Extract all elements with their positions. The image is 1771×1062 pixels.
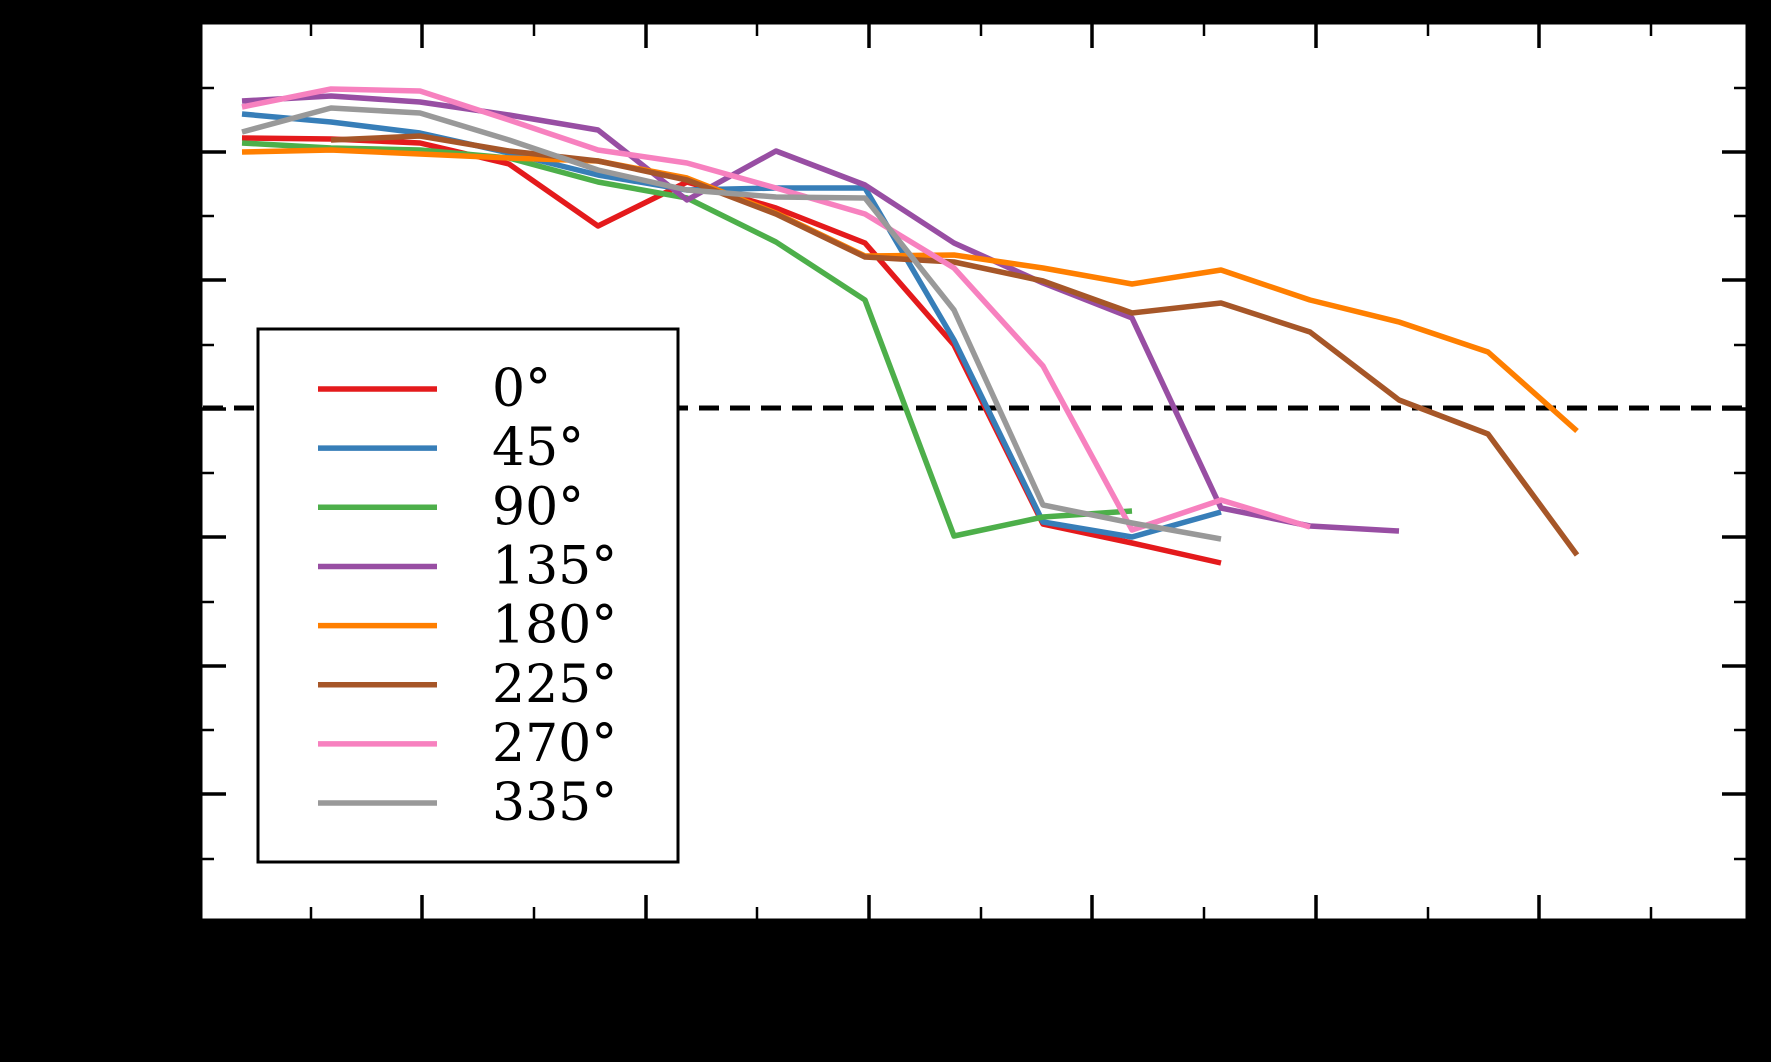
legend-label-335deg: 335° — [492, 773, 617, 833]
legend-label-270deg: 270° — [492, 714, 617, 774]
legend-label-90deg: 90° — [492, 477, 584, 537]
legend-box — [256, 327, 680, 864]
series-line-335deg — [241, 105, 1222, 542]
legend-label-45deg: 45° — [492, 418, 584, 478]
legend-label-0deg: 0° — [492, 359, 551, 419]
legend-label-135deg: 135° — [492, 536, 617, 596]
legend-label-225deg: 225° — [492, 655, 617, 715]
series-line-45deg — [241, 111, 1222, 540]
legend-label-180deg: 180° — [492, 596, 617, 656]
series-line-270deg — [241, 86, 1311, 533]
series-line-225deg — [330, 133, 1580, 557]
series-line-135deg — [241, 93, 1400, 534]
